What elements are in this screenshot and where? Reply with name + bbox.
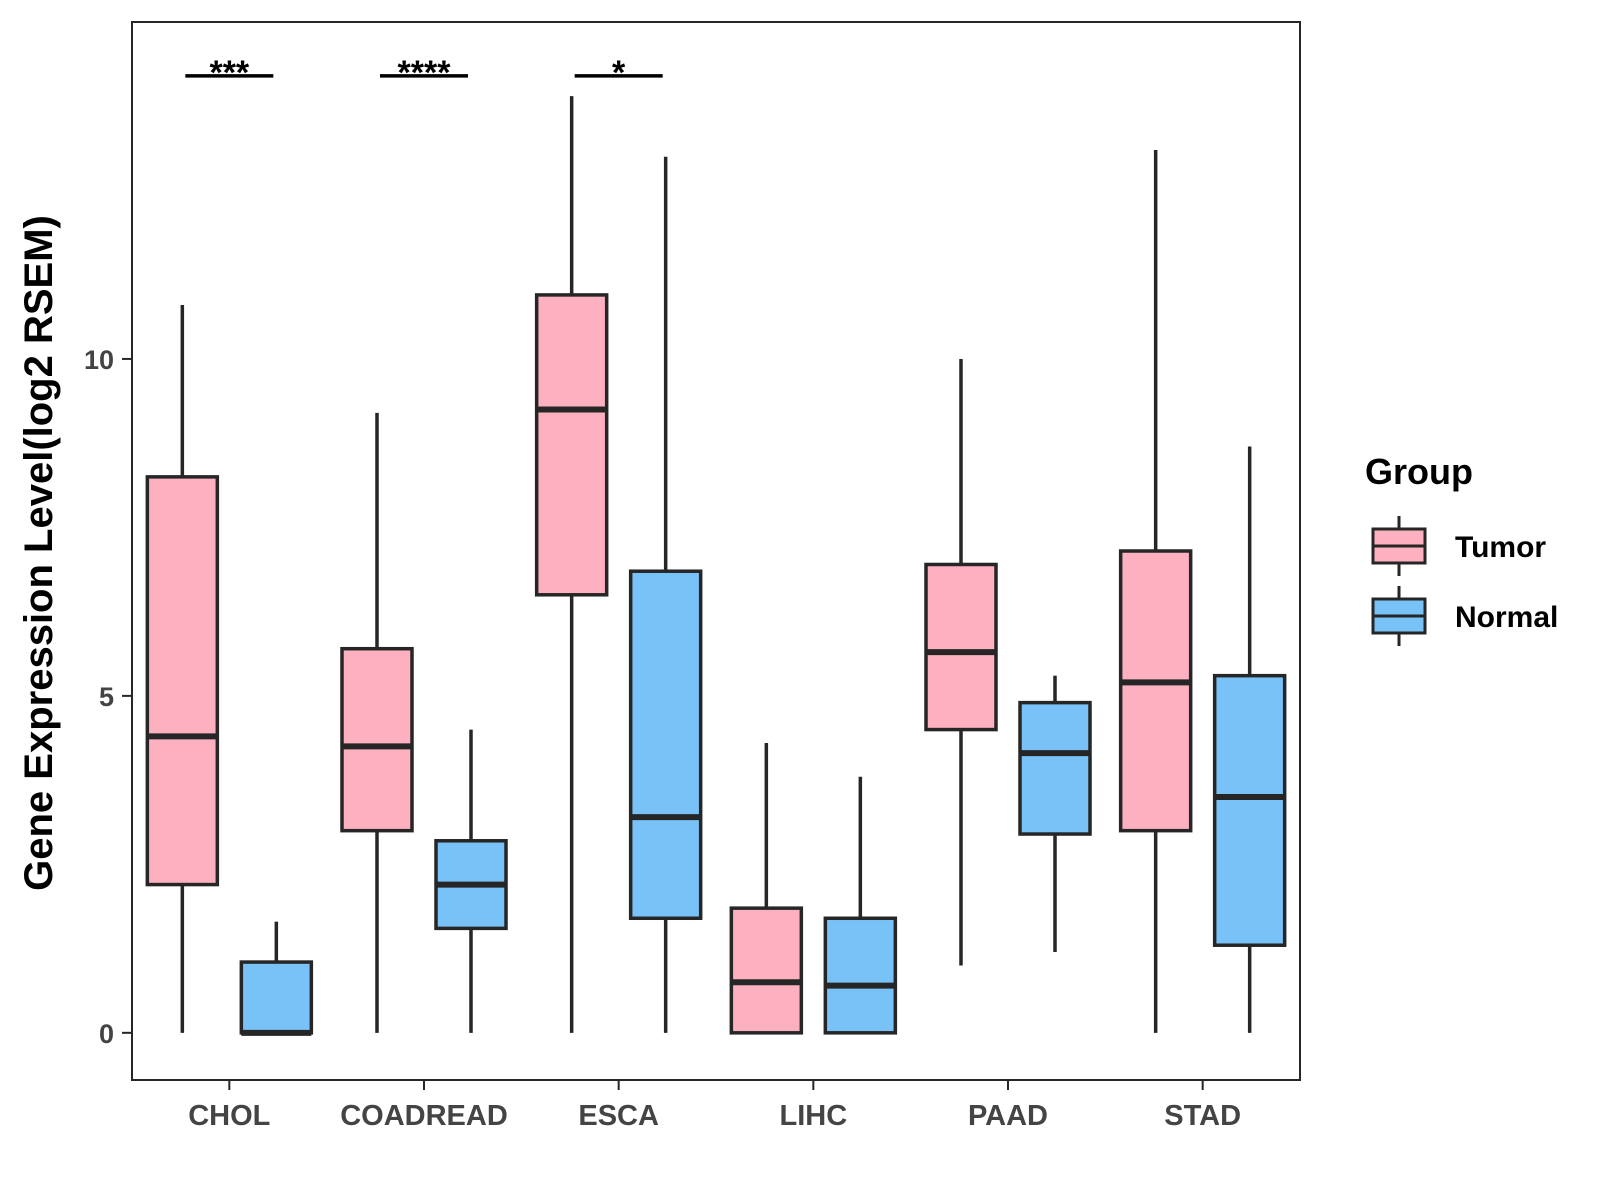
box-paad-normal bbox=[1018, 700, 1092, 836]
x-tick-label-stad: STAD bbox=[1164, 1100, 1241, 1132]
y-tick-label-0: 0 bbox=[99, 1019, 114, 1049]
x-tick-label-coadread: COADREAD bbox=[340, 1100, 508, 1132]
box-stad-normal bbox=[1212, 673, 1287, 947]
significance-label-coadread: **** bbox=[398, 54, 452, 92]
x-tick-label-paad: PAAD bbox=[968, 1100, 1048, 1132]
panel-border bbox=[131, 21, 1301, 1081]
legend-title: Group bbox=[1365, 451, 1473, 492]
x-tick-label-chol: CHOL bbox=[188, 1100, 270, 1132]
box-paad-tumor bbox=[924, 562, 998, 732]
plot-area: *** **** * bbox=[145, 54, 1287, 1036]
legend: Group Tumor Normal bbox=[1365, 451, 1558, 646]
legend-label-normal: Normal bbox=[1455, 601, 1558, 634]
legend-label-tumor: Tumor bbox=[1455, 531, 1546, 564]
y-tick-label-10: 10 bbox=[84, 345, 114, 375]
box-lihc-normal bbox=[823, 916, 898, 1035]
axes: 0 5 10 CHOL COADREAD ESCA LIHC PAAD STAD bbox=[84, 21, 1301, 1132]
box-chol-tumor bbox=[145, 475, 220, 887]
box-stad-tumor bbox=[1118, 549, 1193, 833]
box-chol-normal bbox=[239, 960, 314, 1035]
y-axis-label: Gene Expression Level(log2 RSEM) bbox=[17, 215, 61, 891]
x-tick-label-esca: ESCA bbox=[578, 1100, 659, 1132]
box-lihc-tumor bbox=[729, 906, 804, 1035]
box-esca-normal bbox=[628, 569, 703, 921]
box-coadread-tumor bbox=[340, 646, 414, 833]
significance-label-chol: *** bbox=[209, 54, 249, 92]
y-tick-label-5: 5 bbox=[99, 682, 114, 712]
x-tick-label-lihc: LIHC bbox=[779, 1100, 847, 1132]
significance-label-esca: * bbox=[612, 54, 626, 92]
box-esca-tumor bbox=[534, 293, 609, 597]
